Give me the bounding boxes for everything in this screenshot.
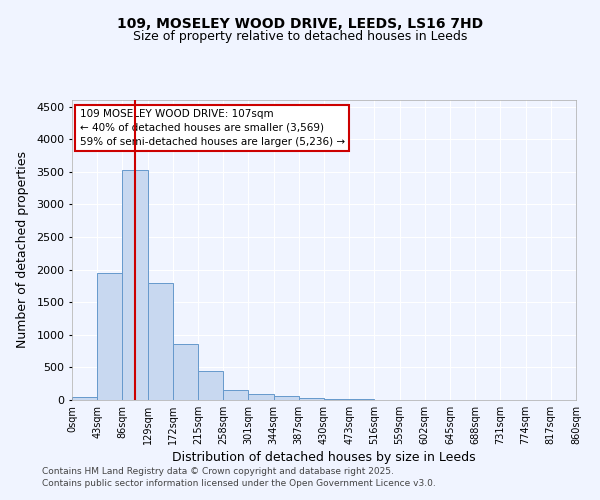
- Bar: [324, 398, 349, 400]
- Bar: [148, 282, 173, 400]
- Bar: [274, 396, 299, 400]
- Bar: [248, 394, 274, 400]
- Text: Contains HM Land Registry data © Crown copyright and database right 2025.
Contai: Contains HM Land Registry data © Crown c…: [42, 466, 436, 487]
- Text: 109, MOSELEY WOOD DRIVE, LEEDS, LS16 7HD: 109, MOSELEY WOOD DRIVE, LEEDS, LS16 7HD: [117, 18, 483, 32]
- Text: Size of property relative to detached houses in Leeds: Size of property relative to detached ho…: [133, 30, 467, 43]
- Bar: [122, 170, 148, 400]
- Bar: [72, 396, 97, 400]
- Bar: [198, 370, 223, 400]
- Y-axis label: Number of detached properties: Number of detached properties: [16, 152, 29, 348]
- Bar: [223, 390, 248, 400]
- X-axis label: Distribution of detached houses by size in Leeds: Distribution of detached houses by size …: [172, 451, 476, 464]
- Bar: [299, 398, 324, 400]
- Bar: [97, 273, 122, 400]
- Bar: [173, 344, 198, 400]
- Text: 109 MOSELEY WOOD DRIVE: 107sqm
← 40% of detached houses are smaller (3,569)
59% : 109 MOSELEY WOOD DRIVE: 107sqm ← 40% of …: [80, 109, 344, 147]
